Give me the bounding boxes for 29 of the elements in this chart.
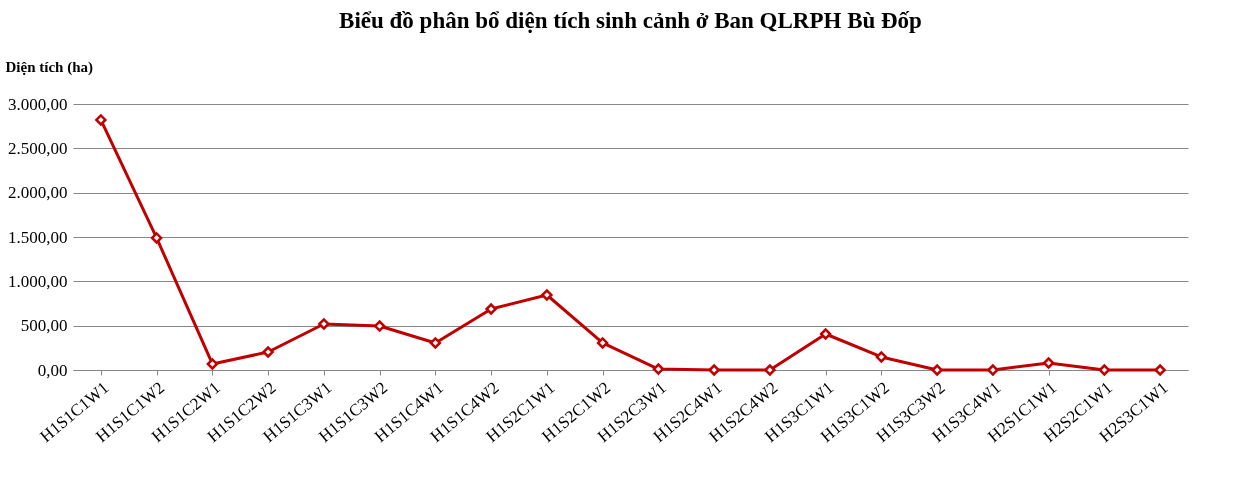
y-axis-title: Diện tích (ha): [5, 58, 93, 76]
point: [708, 364, 720, 376]
y-tick-label: 500,00: [20, 316, 68, 336]
point: [596, 337, 609, 349]
point: [318, 318, 330, 330]
point: [875, 351, 888, 363]
point: [764, 364, 776, 376]
point: [373, 320, 386, 332]
point: [1154, 364, 1166, 376]
y-tick-label: 1.500,00: [8, 227, 68, 247]
point: [95, 114, 107, 126]
point: [987, 364, 999, 376]
y-tick-label: 1.000,00: [8, 271, 68, 291]
point: [1098, 364, 1111, 376]
y-tick-label: 3.000,00: [8, 94, 68, 114]
point: [485, 303, 497, 315]
y-tick-label: 0,00: [37, 360, 68, 380]
y-tick-label: 2.000,00: [8, 183, 68, 203]
point: [206, 358, 219, 370]
y-tick-label: 2.500,00: [8, 138, 68, 158]
point: [1042, 357, 1055, 369]
point: [819, 328, 832, 340]
point: [429, 337, 442, 349]
point: [652, 363, 665, 375]
point: [262, 346, 274, 358]
point: [931, 364, 943, 376]
point: [541, 289, 553, 301]
point: [150, 232, 163, 244]
chart-title: Biểu đồ phân bổ diện tích sinh cảnh ở Ban QLRPH Bù Đốp: [339, 8, 922, 33]
